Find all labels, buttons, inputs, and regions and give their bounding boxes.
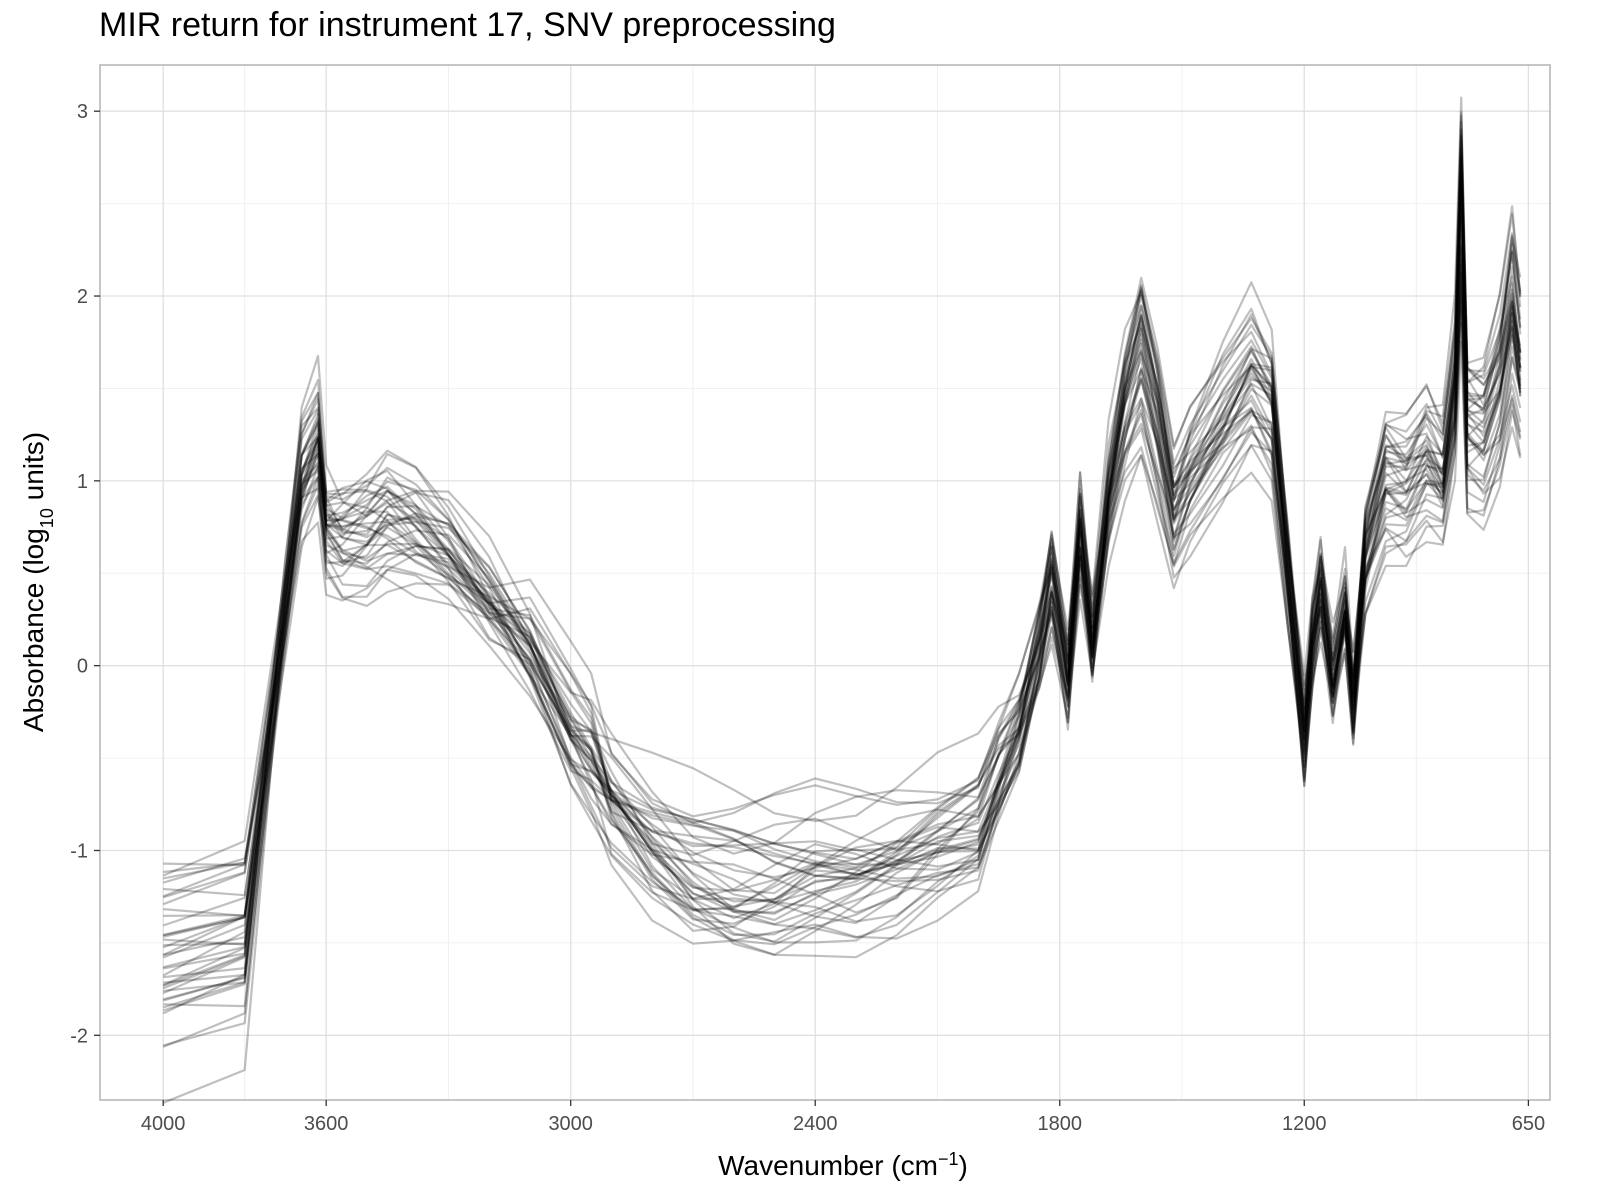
series-lines: [162, 96, 1522, 1104]
spectrum-line: [162, 155, 1522, 949]
spectrum-line: [162, 168, 1522, 956]
spectrum-line: [162, 243, 1522, 880]
y-tick-label: 0: [77, 656, 88, 678]
spectrum-line: [162, 174, 1522, 1047]
x-tick-label: 4000: [141, 1113, 186, 1135]
y-tick-label: 2: [77, 286, 88, 308]
grid-lines: [100, 65, 1550, 1100]
spectrum-line: [163, 151, 1522, 917]
spectrum-line: [162, 128, 1522, 977]
spectrum-line: [162, 217, 1522, 899]
spectrum-line: [162, 175, 1522, 1015]
x-tick-label: 650: [1512, 1113, 1545, 1135]
plot-frame: [99, 64, 1551, 1101]
spectrum-line: [163, 203, 1522, 979]
spectrum-line: [163, 178, 1522, 946]
spectrum-line: [162, 120, 1522, 1012]
spectrum-line: [162, 159, 1522, 1048]
spectrum-line: [163, 273, 1522, 897]
x-tick-label: 3600: [304, 1113, 349, 1135]
y-tick-label: -1: [70, 840, 88, 862]
y-tick-label: 3: [77, 101, 88, 123]
spectrum-line: [162, 245, 1522, 898]
spectrum-line: [162, 306, 1522, 959]
spectrum-line: [162, 282, 1522, 906]
spectrum-line: [162, 114, 1522, 990]
spectrum-line: [163, 291, 1522, 917]
y-axis-title: Absorbance (log10 units): [18, 432, 57, 732]
spectrum-line: [162, 298, 1522, 877]
spectrum-line: [162, 111, 1522, 1104]
spectrum-line: [162, 135, 1522, 995]
spectrum-line: [162, 96, 1522, 1002]
x-axis-title: Wavenumber (cm−1): [718, 1149, 968, 1181]
x-axis-ticks: 4000 3600 3000 2400 1800 1200 650: [141, 1100, 1545, 1135]
x-tick-label: 3000: [548, 1113, 593, 1135]
x-tick-label: 2400: [793, 1113, 838, 1135]
x-tick-label: 1800: [1037, 1113, 1082, 1135]
spectrum-line: [163, 133, 1522, 947]
spectrum-line: [163, 156, 1522, 992]
spectrum-line: [162, 234, 1522, 987]
spectrum-line: [163, 287, 1522, 874]
spectrum-line: [162, 340, 1522, 884]
spectrum-line: [162, 321, 1522, 938]
y-tick-label: 1: [77, 471, 88, 493]
spectrum-line: [163, 140, 1522, 1008]
spectrum-line: [163, 178, 1522, 984]
spectrum-line: [162, 187, 1522, 1001]
spectrum-line: [162, 258, 1522, 969]
spectrum-line: [162, 248, 1522, 927]
x-tick-label: 1200: [1282, 1113, 1327, 1135]
spectrum-line: [162, 172, 1522, 937]
spectrum-line: [162, 271, 1522, 956]
spectrum-line: [163, 264, 1522, 867]
spectrum-line: [162, 228, 1522, 1009]
spectrum-line: [162, 148, 1522, 987]
spectrum-line: [162, 188, 1522, 936]
chart-title: MIR return for instrument 17, SNV prepro…: [99, 6, 836, 44]
spectrum-line: [163, 189, 1522, 970]
y-axis-ticks: -2 -1 0 1 2 3: [70, 101, 100, 1047]
y-tick-label: -2: [70, 1025, 88, 1047]
